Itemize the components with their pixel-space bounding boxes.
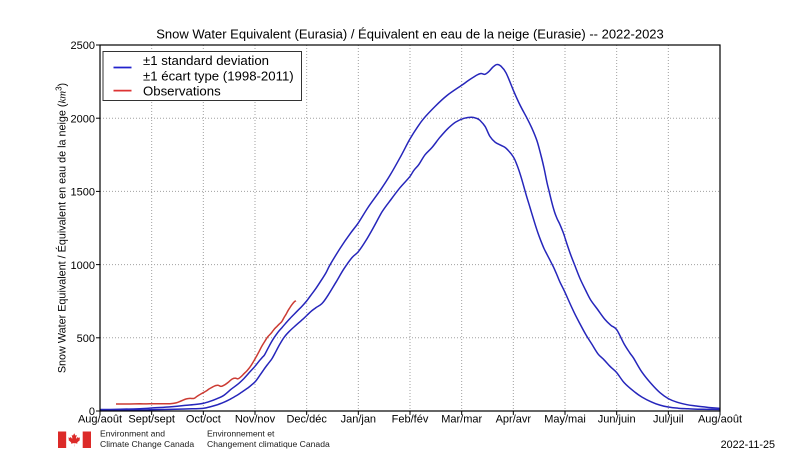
svg-text:Snow Water Equivalent / Équiva: Snow Water Equivalent / Équivalent en ea… xyxy=(55,83,69,373)
svg-text:2500: 2500 xyxy=(71,40,95,52)
svg-text:Dec/déc: Dec/déc xyxy=(286,414,327,426)
svg-text:500: 500 xyxy=(77,333,95,345)
svg-text:Aug/août: Aug/août xyxy=(698,414,742,426)
svg-text:Jun/juin: Jun/juin xyxy=(598,414,636,426)
svg-text:May/mai: May/mai xyxy=(544,414,586,426)
svg-text:±1 écart type (1998-2011): ±1 écart type (1998-2011) xyxy=(143,69,294,84)
svg-text:2022-11-25: 2022-11-25 xyxy=(721,439,775,451)
svg-text:2000: 2000 xyxy=(71,113,95,125)
svg-text:0: 0 xyxy=(89,406,95,418)
svg-text:Jul/juil: Jul/juil xyxy=(653,414,684,426)
svg-text:Environnement et: Environnement et xyxy=(207,429,275,439)
svg-text:Sept/sept: Sept/sept xyxy=(128,414,174,426)
svg-text:Climate Change Canada: Climate Change Canada xyxy=(100,439,194,449)
svg-text:1500: 1500 xyxy=(71,187,95,199)
svg-text:Feb/fév: Feb/fév xyxy=(392,414,429,426)
svg-text:Jan/jan: Jan/jan xyxy=(341,414,376,426)
svg-text:Nov/nov: Nov/nov xyxy=(235,414,276,426)
svg-text:±1 standard deviation: ±1 standard deviation xyxy=(143,53,269,68)
svg-text:Snow Water Equivalent (Eurasia: Snow Water Equivalent (Eurasia) / Équiva… xyxy=(156,27,664,42)
svg-text:Apr/avr: Apr/avr xyxy=(496,414,532,426)
svg-text:Aug/août: Aug/août xyxy=(78,414,122,426)
svg-text:Oct/oct: Oct/oct xyxy=(186,414,221,426)
svg-text:Changement climatique Canada: Changement climatique Canada xyxy=(207,439,330,449)
svg-text:Mar/mar: Mar/mar xyxy=(441,414,482,426)
svg-text:Observations: Observations xyxy=(143,84,221,99)
svg-text:Environment and: Environment and xyxy=(100,429,165,439)
svg-text:1000: 1000 xyxy=(71,260,95,272)
